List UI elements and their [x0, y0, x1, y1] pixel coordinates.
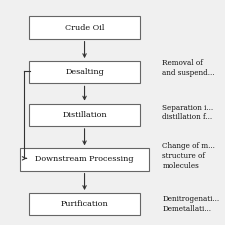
Text: Purification: Purification	[61, 200, 108, 208]
Text: Removal of
and suspend...: Removal of and suspend...	[162, 59, 215, 77]
Text: Crude Oil: Crude Oil	[65, 24, 104, 32]
Text: Desalting: Desalting	[65, 68, 104, 76]
Text: Separation i...
distillation f...: Separation i... distillation f...	[162, 104, 214, 122]
Bar	[29, 61, 140, 83]
Bar	[20, 148, 149, 171]
Bar	[29, 104, 140, 126]
Text: Change of m...
structure of
molecules: Change of m... structure of molecules	[162, 142, 215, 170]
Text: Distillation: Distillation	[62, 111, 107, 119]
Text: Denitrogenati...
Demetallati...: Denitrogenati... Demetallati...	[162, 195, 220, 213]
Bar	[29, 16, 140, 39]
Bar	[29, 193, 140, 215]
Text: Downstream Processing: Downstream Processing	[35, 155, 134, 163]
